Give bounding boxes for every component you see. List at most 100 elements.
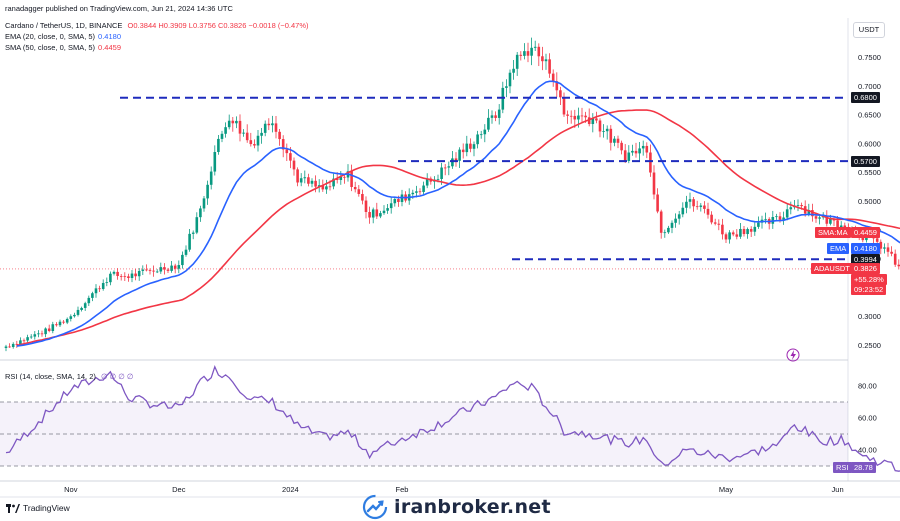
candle bbox=[44, 327, 47, 338]
candle bbox=[105, 277, 109, 287]
candle bbox=[886, 242, 890, 257]
rsi-legend: RSI (14, close, SMA, 14, 2) ∅ ∅ ∅ ∅ bbox=[5, 372, 134, 381]
candle bbox=[580, 107, 584, 124]
candle bbox=[537, 43, 541, 67]
candle bbox=[350, 164, 353, 192]
candle bbox=[782, 211, 785, 225]
candle bbox=[217, 134, 220, 155]
ema-20-line bbox=[16, 80, 900, 347]
ema-name-tag: EMA bbox=[827, 243, 850, 255]
candle bbox=[505, 79, 508, 98]
currency-button[interactable]: USDT bbox=[853, 22, 885, 38]
watermark-logo-icon bbox=[362, 494, 388, 520]
candle bbox=[515, 52, 519, 76]
candle bbox=[206, 180, 209, 205]
candle bbox=[519, 51, 523, 61]
candle bbox=[170, 261, 173, 273]
candle bbox=[389, 196, 393, 214]
candle bbox=[749, 226, 753, 238]
candle bbox=[879, 239, 883, 255]
candle bbox=[641, 140, 645, 156]
candle bbox=[271, 115, 274, 133]
candle bbox=[249, 132, 253, 147]
candle bbox=[775, 213, 778, 220]
symbol-tag: ADAUSDT bbox=[811, 263, 853, 275]
candle bbox=[443, 164, 447, 176]
candle bbox=[548, 53, 551, 78]
level-tag-0680: 0.6800 bbox=[851, 92, 880, 104]
candle bbox=[526, 42, 530, 63]
candle bbox=[303, 170, 307, 184]
candle bbox=[476, 130, 479, 149]
candle bbox=[883, 243, 886, 254]
candle bbox=[551, 69, 555, 87]
candle bbox=[40, 330, 44, 337]
rsi-name-tag: RSI bbox=[833, 462, 852, 474]
candle bbox=[710, 211, 713, 225]
ohlc-values: O0.3844 H0.3909 L0.3756 C0.3826 −0.0018 … bbox=[127, 21, 309, 30]
candle bbox=[274, 115, 278, 139]
price-tick-label: 0.6000 bbox=[858, 139, 881, 148]
candle bbox=[541, 46, 544, 71]
candle bbox=[796, 199, 800, 212]
candle bbox=[616, 135, 620, 149]
price-tick-label: 0.7000 bbox=[858, 82, 881, 91]
candle bbox=[721, 218, 724, 240]
candle bbox=[703, 201, 706, 214]
candle bbox=[224, 122, 227, 138]
rsi-tick-label: 80.00 bbox=[858, 382, 877, 391]
candle bbox=[425, 173, 429, 189]
publisher-line: ranadagger published on TradingView.com,… bbox=[5, 4, 233, 13]
candle bbox=[371, 207, 375, 224]
candle bbox=[609, 125, 613, 151]
candle bbox=[620, 140, 623, 155]
candle bbox=[209, 166, 213, 190]
candle bbox=[267, 118, 271, 131]
time-tick-label: Feb bbox=[396, 485, 409, 494]
candle bbox=[454, 152, 458, 167]
candle bbox=[188, 228, 191, 252]
candle bbox=[497, 104, 501, 125]
candle bbox=[465, 135, 469, 157]
candle bbox=[692, 196, 695, 212]
candle bbox=[4, 344, 8, 352]
candle bbox=[260, 127, 263, 144]
candle bbox=[447, 161, 451, 176]
candle bbox=[130, 270, 134, 283]
watermark: iranbroker.net bbox=[362, 494, 551, 520]
time-tick-label: Nov bbox=[64, 485, 78, 494]
candle bbox=[148, 268, 152, 275]
symbol-line: Cardano / TetherUS, 1D, BINANCE O0.3844 … bbox=[5, 21, 309, 30]
candle bbox=[728, 230, 731, 244]
candle bbox=[634, 142, 638, 158]
candle bbox=[177, 260, 181, 274]
candle bbox=[281, 135, 285, 158]
candle bbox=[155, 269, 159, 274]
candle bbox=[87, 295, 91, 307]
candle bbox=[55, 322, 58, 327]
rsi-tick-label: 60.00 bbox=[858, 414, 877, 423]
candle bbox=[659, 209, 663, 239]
candle bbox=[15, 340, 19, 348]
tradingview-logo[interactable]: TradingView bbox=[6, 503, 70, 513]
candle bbox=[746, 227, 749, 239]
candle bbox=[191, 230, 195, 240]
candle bbox=[573, 109, 577, 128]
level-tag-03994: 0.3994 bbox=[851, 253, 880, 265]
candle bbox=[91, 291, 94, 302]
candle bbox=[109, 271, 112, 286]
time-tick-label: May bbox=[719, 485, 733, 494]
candles bbox=[4, 37, 900, 352]
candle bbox=[202, 196, 206, 212]
candle bbox=[598, 118, 602, 138]
candle bbox=[688, 192, 692, 209]
rsi-value-tag: 28.78 bbox=[851, 462, 876, 474]
candle bbox=[530, 37, 533, 66]
candle bbox=[62, 319, 65, 325]
candle bbox=[253, 139, 256, 149]
alert-bolt-icon[interactable] bbox=[786, 348, 800, 362]
candle bbox=[296, 167, 299, 187]
candle bbox=[173, 263, 177, 274]
candle bbox=[645, 142, 649, 159]
